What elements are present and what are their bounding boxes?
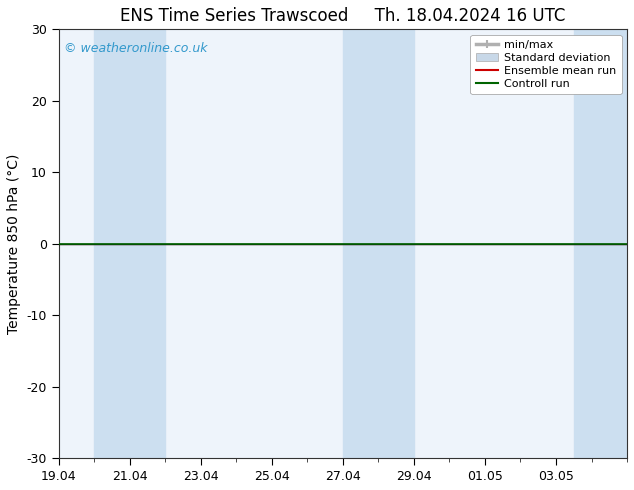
Legend: min/max, Standard deviation, Ensemble mean run, Controll run: min/max, Standard deviation, Ensemble me…: [470, 35, 621, 94]
Y-axis label: Temperature 850 hPa (°C): Temperature 850 hPa (°C): [7, 153, 21, 334]
Bar: [574, 29, 627, 458]
Title: ENS Time Series Trawscoed     Th. 18.04.2024 16 UTC: ENS Time Series Trawscoed Th. 18.04.2024…: [120, 7, 566, 25]
Bar: [343, 29, 414, 458]
Text: © weatheronline.co.uk: © weatheronline.co.uk: [65, 42, 208, 55]
Bar: [94, 29, 165, 458]
